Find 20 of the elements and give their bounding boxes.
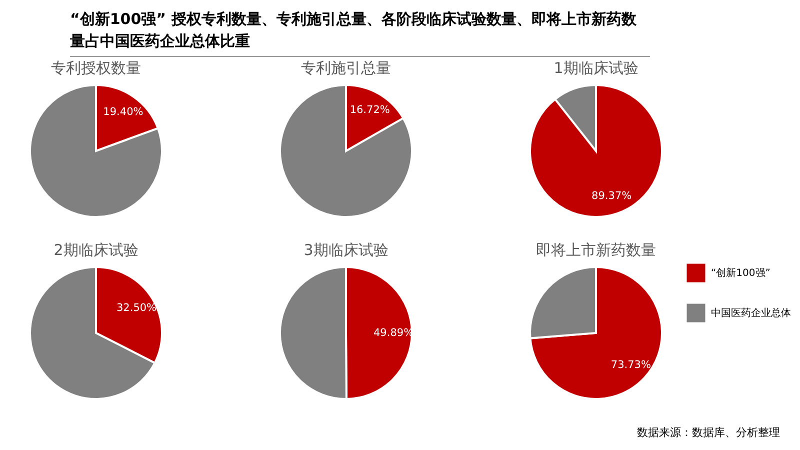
data-label: 89.37% <box>592 190 632 202</box>
chart-title: 专利授权数量 <box>51 59 141 77</box>
chart-title: 2期临床试验 <box>54 241 138 259</box>
data-label: 49.89% <box>373 326 414 339</box>
pie-slice <box>529 266 663 400</box>
chart-title: 3期临床试验 <box>304 241 388 259</box>
pie-slice <box>279 84 413 218</box>
pie-slice <box>29 84 163 218</box>
text: “创新100强” 授权专利数量、专利施引总量、各阶段临床试验数量、即将上市新药数量占中国医药企业总体比重 <box>70 8 650 57</box>
data-label: 73.73% <box>610 359 651 372</box>
data-label: 16.72% <box>350 104 390 116</box>
chart-title: 1期临床试验 <box>554 59 638 77</box>
legend-label: 中国医药企业总体 <box>711 307 791 319</box>
chart-title: 即将上市新药数量 <box>536 241 656 259</box>
data-label: 19.40% <box>103 106 144 118</box>
data-label: 32.50% <box>116 302 157 314</box>
source-note: 数据来源：数据库、分析整理 <box>637 425 780 440</box>
chart-title: 专利施引总量 <box>301 59 391 77</box>
legend-label: “创新100强” <box>711 267 770 279</box>
pie-slice <box>529 84 663 218</box>
